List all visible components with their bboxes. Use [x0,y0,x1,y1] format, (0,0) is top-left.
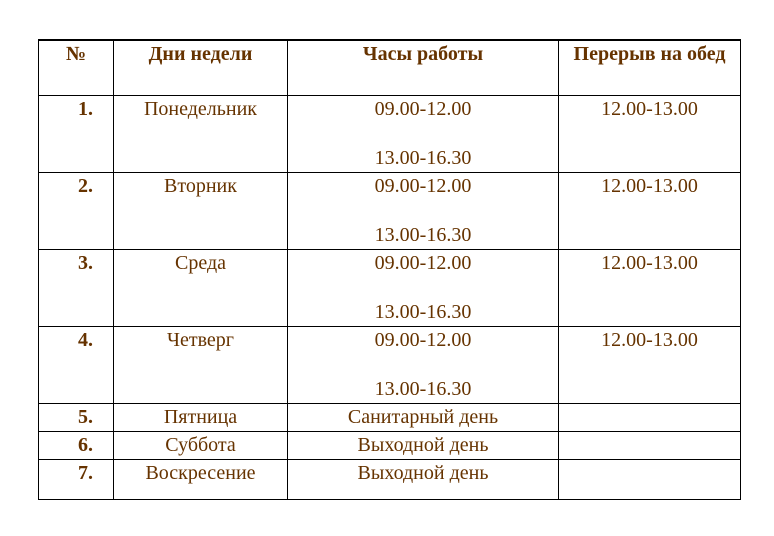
header-break: Перерыв на обед [558,39,741,96]
row-number: 7. [38,459,114,500]
row-day: Четверг [113,326,288,404]
row-hours: 09.00-12.00 13.00-16.30 [287,172,559,250]
row-hours: Выходной день [287,431,559,460]
header-number: № [38,39,114,96]
row-break: 12.00-13.00 [558,172,741,250]
hours-afternoon: 13.00-16.30 [374,224,472,246]
row-day: Понедельник [113,95,288,173]
row-break: 12.00-13.00 [558,326,741,404]
hours-afternoon: 13.00-16.30 [374,378,472,400]
hours-afternoon: 13.00-16.30 [374,147,472,169]
row-break: 12.00-13.00 [558,249,741,327]
table-row: 1. Понедельник 09.00-12.00 13.00-16.30 12… [38,95,741,173]
table-row: 3. Среда 09.00-12.00 13.00-16.30 12.00-13… [38,249,741,327]
row-hours: 09.00-12.00 13.00-16.30 [287,95,559,173]
row-hours: Выходной день [287,459,559,500]
hours-morning: 09.00-12.00 [374,329,472,351]
row-day: Суббота [113,431,288,460]
table-row: 5. Пятница Санитарный день [38,403,741,432]
row-number: 5. [38,403,114,432]
hours-morning: 09.00-12.00 [374,252,472,274]
row-day: Вторник [113,172,288,250]
header-hours: Часы работы [287,39,559,96]
row-hours: Санитарный день [287,403,559,432]
row-number: 6. [38,431,114,460]
row-break [558,431,741,460]
header-row: № Дни недели Часы работы Перерыв на обед [38,39,741,96]
row-day: Пятница [113,403,288,432]
row-number: 4. [38,326,114,404]
row-number: 1. [38,95,114,173]
row-number: 2. [38,172,114,250]
row-break [558,459,741,500]
row-break [558,403,741,432]
row-day: Воскресение [113,459,288,500]
row-hours: 09.00-12.00 13.00-16.30 [287,249,559,327]
hours-morning: 09.00-12.00 [374,98,472,120]
header-day: Дни недели [113,39,288,96]
row-hours: 09.00-12.00 13.00-16.30 [287,326,559,404]
row-number: 3. [38,249,114,327]
table-row: 4. Четверг 09.00-12.00 13.00-16.30 12.00-… [38,326,741,404]
row-day: Среда [113,249,288,327]
table-row: 2. Вторник 09.00-12.00 13.00-16.30 12.00-… [38,172,741,250]
schedule-table: № Дни недели Часы работы Перерыв на обед… [38,39,741,500]
hours-morning: 09.00-12.00 [374,175,472,197]
hours-afternoon: 13.00-16.30 [374,301,472,323]
table-row: 7. Воскресение Выходной день [38,459,741,500]
table-row: 6. Суббота Выходной день [38,431,741,460]
row-break: 12.00-13.00 [558,95,741,173]
